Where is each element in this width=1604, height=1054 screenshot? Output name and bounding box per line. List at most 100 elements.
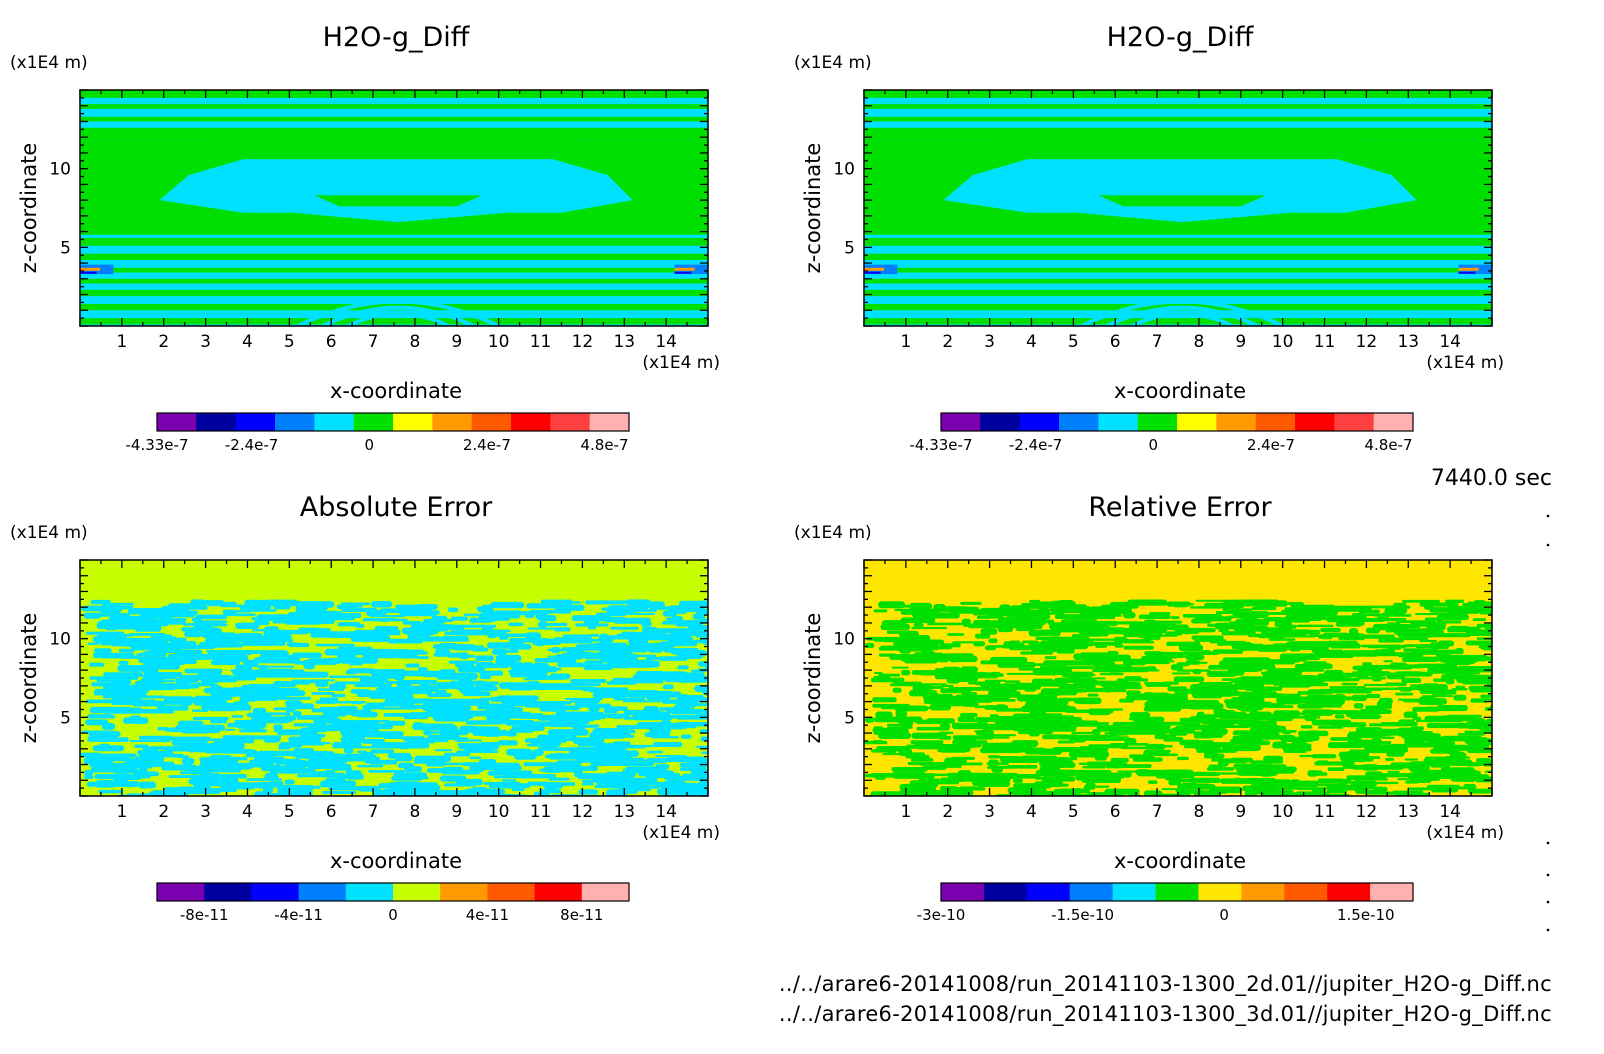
heatmap-cell (1292, 674, 1315, 678)
heatmap-cell (570, 699, 601, 703)
colorbar-tick-label: 0 (1148, 436, 1158, 454)
heatmap-cell (212, 655, 249, 661)
heatmap-cell (620, 761, 639, 767)
heatmap-cell (698, 661, 708, 667)
heatmap-cell (1362, 132, 1492, 141)
heatmap-cell (581, 782, 594, 786)
heatmap-cell (561, 647, 579, 652)
heatmap-cell (646, 722, 685, 730)
heatmap-cell (656, 788, 690, 795)
heatmap-cell (337, 622, 361, 627)
heatmap-cell (661, 634, 692, 641)
heatmap-cell (1484, 627, 1492, 630)
heatmap-cell (383, 793, 413, 796)
heatmap-cell (585, 600, 626, 605)
heatmap-cell (1020, 651, 1053, 655)
heatmap-cell (1360, 634, 1396, 639)
heatmap-cell (1166, 601, 1191, 607)
heatmap-cell (1125, 725, 1152, 732)
heatmap-cell (1349, 633, 1365, 638)
heatmap-cell (1238, 643, 1264, 648)
heatmap-cell (295, 755, 307, 759)
heatmap-cell (418, 786, 433, 791)
heatmap-cell (1268, 705, 1294, 709)
heatmap-cell (92, 758, 114, 764)
colorbar-swatch (511, 413, 551, 431)
heatmap-cell (1192, 661, 1208, 664)
heatmap-cell (439, 729, 469, 736)
heatmap-cell (104, 623, 119, 631)
heatmap-cell (1455, 648, 1464, 654)
heatmap-cell (913, 622, 924, 628)
heatmap-cell (637, 691, 680, 698)
heatmap-cell (1335, 693, 1344, 699)
x-tick-label: 11 (1314, 802, 1336, 822)
x-tick-label: 13 (613, 802, 635, 822)
heatmap-cell (499, 682, 541, 689)
heatmap-cell (1268, 638, 1296, 641)
heatmap-cell (263, 638, 274, 643)
heatmap-cell (80, 271, 97, 274)
heatmap-cell (383, 736, 424, 739)
heatmap-cell (1356, 617, 1385, 623)
heatmap-cell (89, 676, 107, 680)
heatmap-cell (892, 687, 902, 693)
heatmap-cell (1457, 722, 1492, 729)
heatmap-cell (1043, 715, 1075, 720)
heatmap-cell (1311, 787, 1326, 793)
heatmap-cell (1320, 627, 1341, 633)
heatmap-cell (302, 607, 323, 614)
heatmap-cell (399, 743, 411, 750)
heatmap-cell (493, 775, 526, 779)
heatmap-cell (656, 628, 695, 632)
heatmap-cell (287, 671, 329, 678)
heatmap-cell (457, 743, 484, 746)
chart-panel-2: H2O-g_Diff (x1E4 m) (x1E4 m) x-coordinate z-… (794, 22, 1504, 454)
heatmap-cell (523, 662, 533, 667)
heatmap-cell (1318, 651, 1355, 658)
heatmap-cell (1283, 750, 1307, 754)
heatmap-cell (1466, 762, 1480, 767)
heatmap-cell (253, 716, 277, 719)
heatmap-cell (1430, 764, 1451, 768)
heatmap-cell (627, 636, 648, 641)
heatmap-cell (1410, 769, 1427, 772)
heatmap-cell (180, 699, 193, 706)
heatmap-cell (1281, 601, 1293, 605)
x-tick-label: 5 (284, 332, 295, 352)
heatmap-cell (1294, 620, 1310, 623)
heatmap-cell (945, 746, 969, 752)
heatmap-cell (469, 620, 492, 623)
heatmap-cell (608, 783, 649, 789)
heatmap-cell (940, 688, 972, 694)
heatmap-cell (441, 635, 469, 642)
heatmap-cell (448, 607, 459, 612)
heatmap-cell (437, 704, 450, 711)
heatmap-cell (1058, 771, 1089, 774)
heatmap-cell (952, 735, 994, 740)
heatmap-cell (864, 253, 1492, 260)
heatmap-cell (864, 740, 888, 745)
y-tick-label: 5 (60, 708, 71, 728)
heatmap-cell (574, 773, 592, 777)
heatmap-cell (1326, 789, 1347, 794)
heatmap-cell (864, 237, 1492, 246)
heatmap-cell (628, 712, 671, 716)
heatmap-cell (508, 637, 550, 643)
heatmap-cell (1445, 599, 1465, 604)
heatmap-cell (1091, 729, 1101, 736)
colorbar-tick-label: -4.33e-7 (126, 436, 189, 454)
heatmap-cell (100, 656, 132, 659)
x-tick-label: 1 (116, 802, 127, 822)
heatmap-cell (111, 774, 142, 780)
heatmap-cell (650, 648, 664, 652)
heatmap-cell (599, 648, 619, 654)
heatmap-cell (1004, 680, 1021, 683)
x-tick-label: 4 (242, 802, 253, 822)
x-tick-label: 3 (200, 802, 211, 822)
heatmap-cell (118, 737, 129, 743)
heatmap-cell (1457, 733, 1485, 736)
heatmap-cell (92, 636, 128, 643)
heatmap-cell (512, 703, 526, 707)
colorbar-tick-label: 4.8e-7 (580, 436, 628, 454)
